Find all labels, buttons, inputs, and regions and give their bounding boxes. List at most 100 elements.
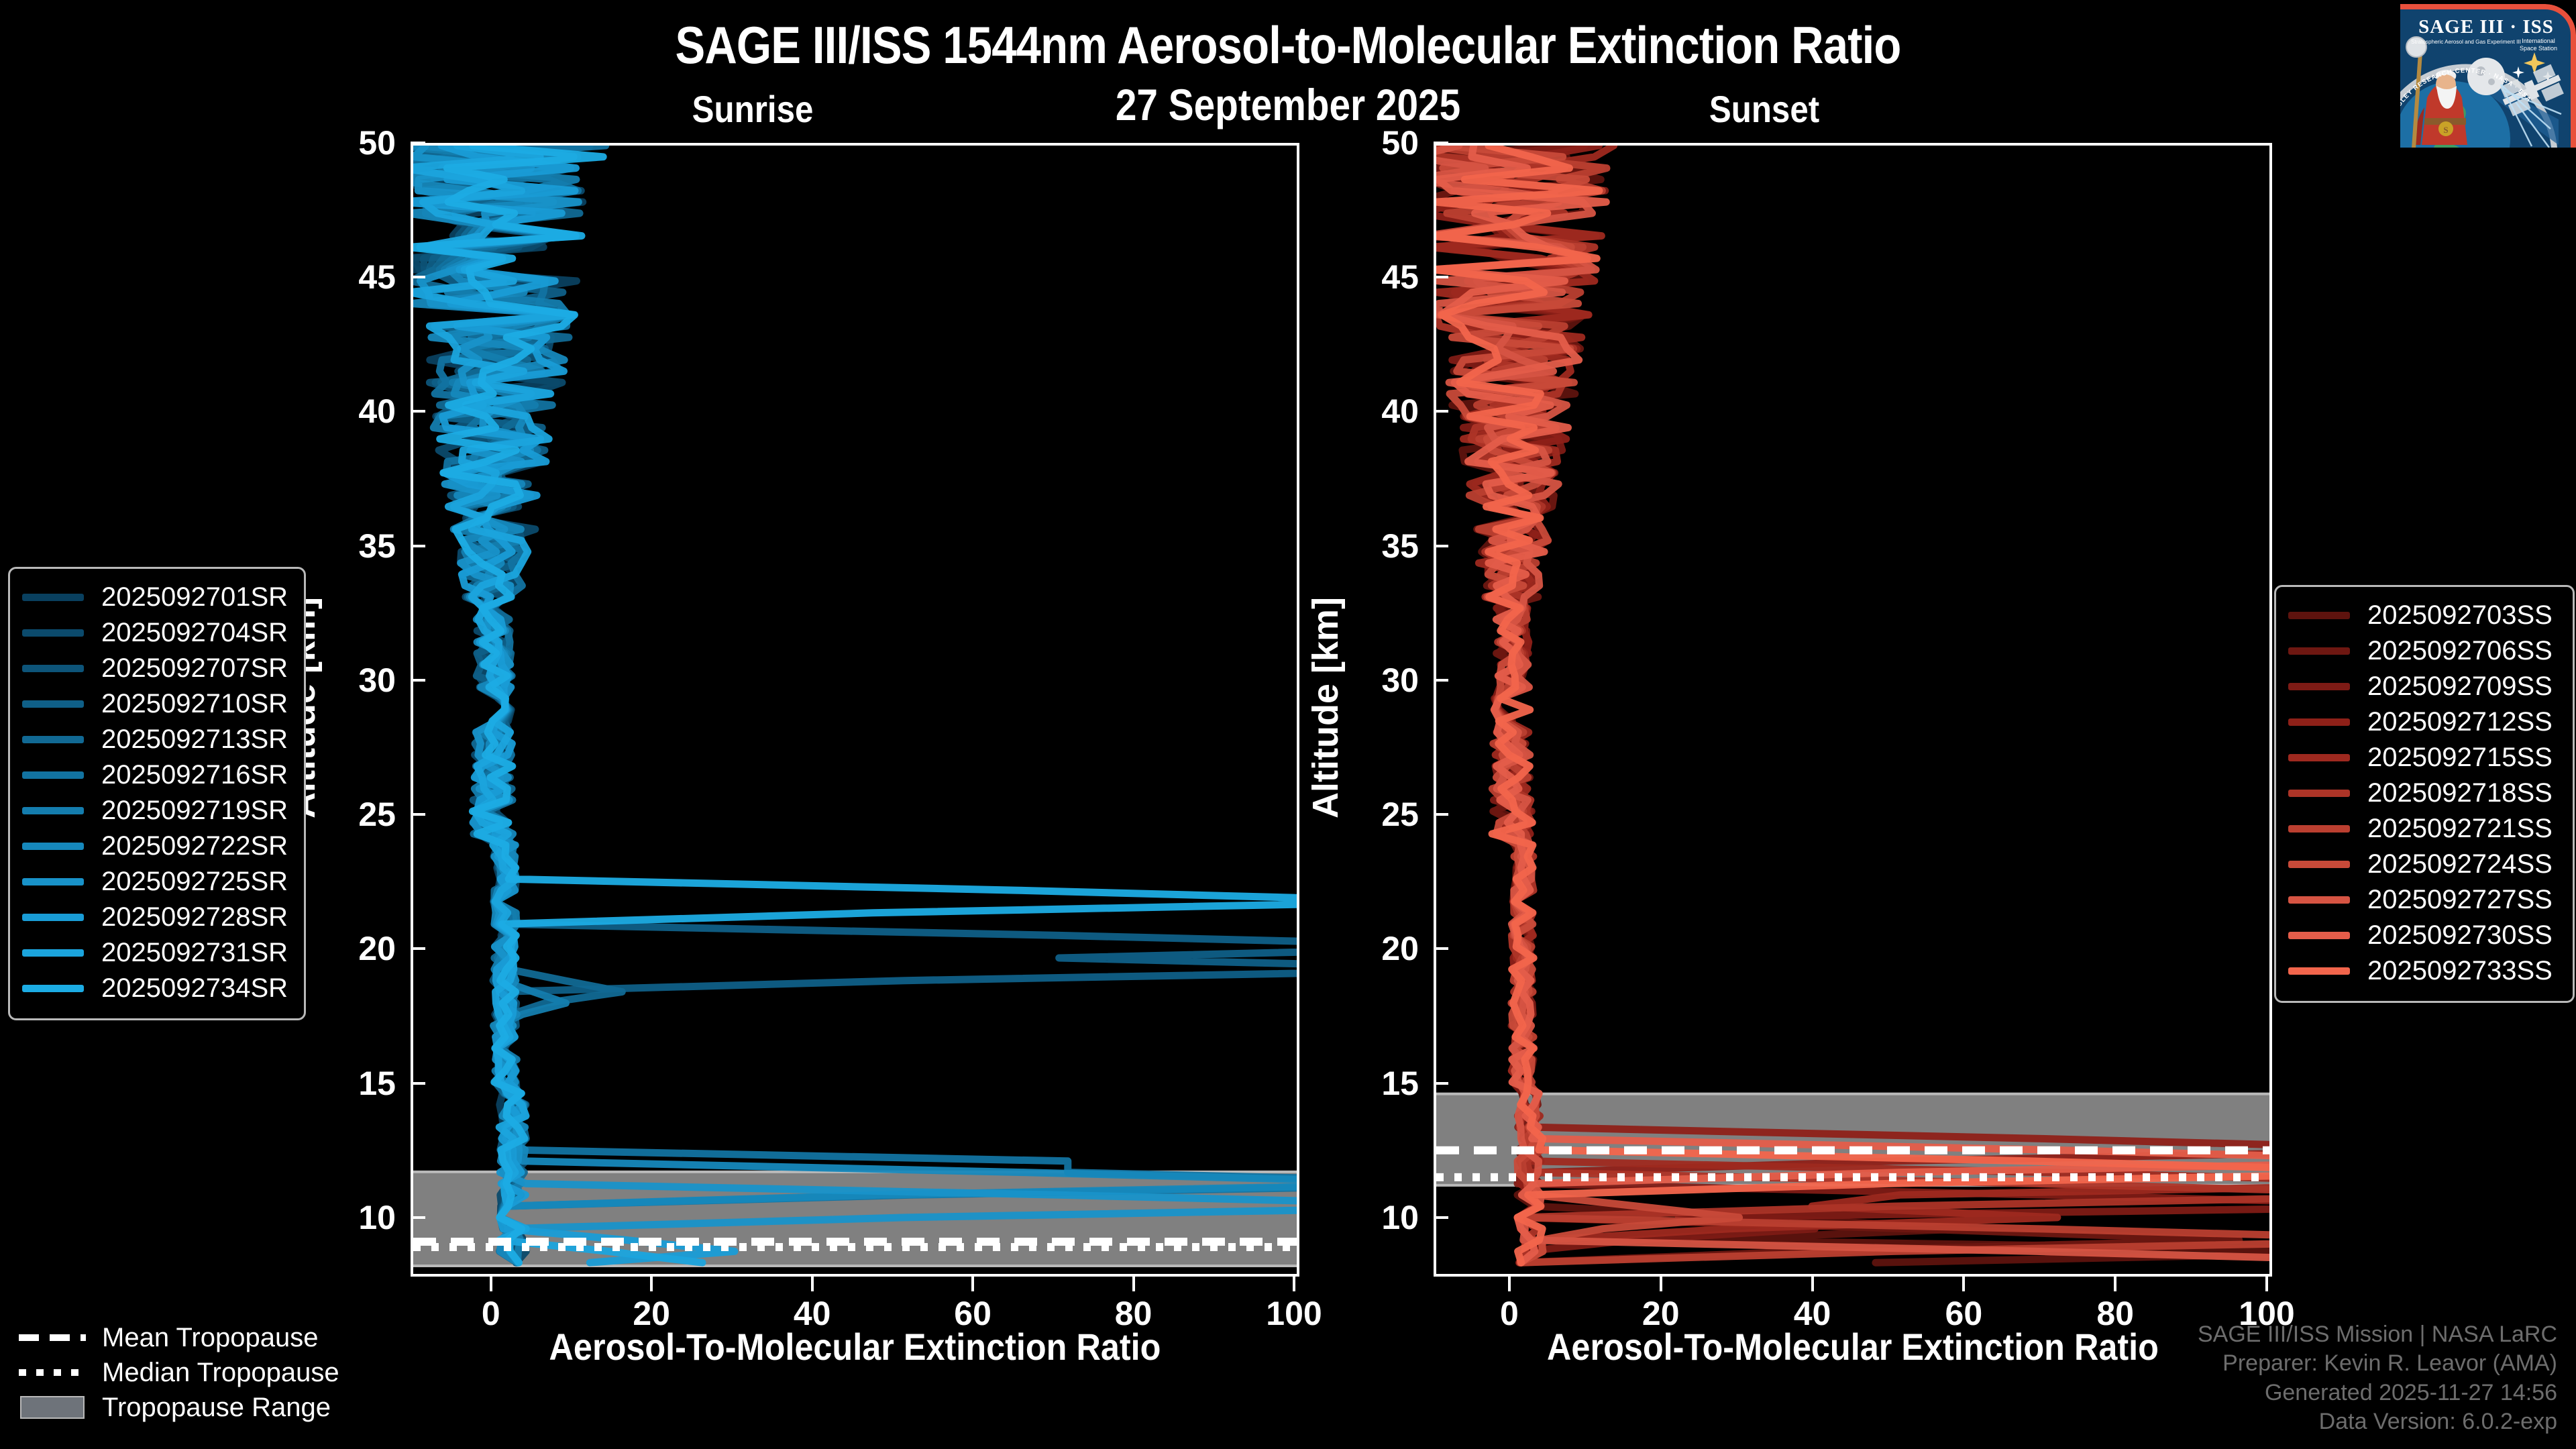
x-tick-label: 40 [793,1295,831,1332]
svg-text:S: S [2443,125,2448,135]
legend-item-sunset[interactable]: 2025092733SS [2288,953,2558,989]
legend-item-label: 2025092724SS [2367,849,2553,879]
legend-item-sunrise[interactable]: 2025092707SR [22,651,289,686]
y-tick-mark [1434,1081,1448,1085]
y-tick-label: 50 [358,124,396,162]
legend-item-label: 2025092721SS [2367,814,2553,843]
legend-item-sunset[interactable]: 2025092709SS [2288,669,2558,704]
legend-color-swatch [2288,647,2350,655]
legend-item-label: 2025092727SS [2367,885,2553,914]
sunset-y-ticks [1434,142,1454,1277]
legend-item-sunrise[interactable]: 2025092701SR [22,580,289,615]
legend-color-swatch [22,594,84,601]
legend-item-sunset[interactable]: 2025092718SS [2288,775,2558,811]
legend-color-swatch [22,843,84,850]
svg-text:International: International [2522,38,2555,44]
sunset-plot[interactable] [1434,143,2272,1277]
y-tick-label: 40 [358,392,396,431]
sunrise-plot-canvas [413,146,1297,1267]
legend-item-sunset[interactable]: 2025092721SS [2288,811,2558,847]
legend-color-swatch [2288,861,2350,868]
legend-item-sunrise[interactable]: 2025092710SR [22,686,289,722]
legend-item-sunrise[interactable]: 2025092725SR [22,864,289,900]
y-tick-mark [1434,276,1448,279]
sunrise-plot[interactable] [411,143,1299,1277]
tropopause-legend: Mean Tropopause Median Tropopause Tropopau… [19,1320,435,1425]
legend-item-label: 2025092704SR [101,618,288,647]
x-tick-label: 0 [481,1295,500,1332]
legend-item-label: 2025092701SR [101,582,288,612]
y-tick-mark [411,1081,425,1085]
y-tick-mark [411,1216,425,1219]
tropopause-legend-item: Tropopause Range [19,1390,435,1425]
legend-item-label: 2025092707SR [101,653,288,683]
x-tick-label: 0 [1500,1295,1519,1332]
x-tick-label: 20 [1642,1295,1680,1332]
legend-item-sunrise[interactable]: 2025092716SR [22,757,289,793]
legend-item-sunset[interactable]: 2025092727SS [2288,882,2558,918]
svg-text:Stratospheric Aerosol and Gas: Stratospheric Aerosol and Gas Experiment… [2411,39,2521,45]
x-tick-label: 40 [1793,1295,1831,1332]
legend-color-swatch [2288,790,2350,797]
legend-color-swatch [22,700,84,708]
legend-color-swatch [22,985,84,992]
legend-item-label: 2025092716SR [101,760,288,790]
sunrise-x-axis-label: Aerosol-To-Molecular Extinction Ratio [549,1326,1161,1368]
sunrise-y-axis: 10 15 20 25 30 35 40 45 50 [302,124,396,1277]
svg-text:SAGE III · ISS: SAGE III · ISS [2418,16,2554,38]
legend-item-sunset[interactable]: 2025092703SS [2288,598,2558,633]
legend-item-sunset[interactable]: 2025092730SS [2288,918,2558,953]
legend-item-sunrise[interactable]: 2025092734SR [22,971,289,1006]
legend-item-sunrise[interactable]: 2025092731SR [22,935,289,971]
svg-text:Space Station: Space Station [2520,45,2557,52]
legend-color-swatch [22,771,84,779]
legend-item-sunset[interactable]: 2025092706SS [2288,633,2558,669]
legend-item-label: 2025092719SR [101,796,288,825]
legend-item-label: 2025092715SS [2367,743,2553,772]
credit-data-version: Data Version: 6.0.2-exp [2318,1409,2557,1435]
sage-iii-iss-mission-patch-logo: S SAGE III · ISS Stratospheric Aerosol a… [2400,1,2576,148]
legend-item-label: 2025092733SS [2367,956,2553,985]
y-tick-mark [1434,678,1448,682]
legend-item-label: 2025092712SS [2367,707,2553,737]
legend-color-swatch [2288,896,2350,904]
x-tick-label: 60 [954,1295,991,1332]
y-tick-label: 30 [358,661,396,699]
legend-color-swatch [2288,967,2350,975]
legend-item-sunrise[interactable]: 2025092728SR [22,900,289,935]
x-tick-mark [971,1277,975,1291]
legend-item-label: 2025092706SS [2367,636,2553,665]
range-band-icon [19,1396,86,1419]
legend-item-sunrise[interactable]: 2025092722SR [22,828,289,864]
legend-color-swatch [2288,683,2350,690]
sunset-plot-canvas [1436,146,2269,1267]
legend-item-sunset[interactable]: 2025092715SS [2288,740,2558,775]
y-tick-label: 50 [1381,124,1419,162]
legend-item-label: 2025092709SS [2367,672,2553,701]
profile-line [413,146,1297,1267]
sunset-legend[interactable]: 2025092703SS 2025092706SS 2025092709SS 2025… [2274,585,2575,1003]
legend-item-sunrise[interactable]: 2025092719SR [22,793,289,828]
legend-item-sunset[interactable]: 2025092724SS [2288,847,2558,882]
sunrise-x-axis: 0 20 40 60 80 100 [411,1277,1322,1350]
sunrise-legend[interactable]: 2025092701SR 2025092704SR 2025092707SR 2025… [8,567,306,1020]
legend-item-sunrise[interactable]: 2025092713SR [22,722,289,757]
sunset-x-axis: 0 20 40 60 80 100 [1434,1277,2295,1350]
sunset-y-axis: 10 15 20 25 30 35 40 45 50 [1325,124,1419,1277]
legend-item-sunrise[interactable]: 2025092704SR [22,615,289,651]
y-tick-label: 40 [1381,392,1419,431]
y-tick-label: 45 [1381,258,1419,297]
legend-color-swatch [2288,932,2350,939]
y-tick-mark [1434,813,1448,816]
panel-title-sunrise: Sunrise [692,88,814,130]
credit-generated: Generated 2025-11-27 14:56 [2264,1379,2557,1405]
legend-item-label: 2025092725SR [101,867,288,896]
y-tick-mark [411,276,425,279]
legend-color-swatch [2288,612,2350,619]
legend-item-sunset[interactable]: 2025092712SS [2288,704,2558,740]
sunrise-y-ticks [411,142,431,1277]
tropopause-legend-item: Mean Tropopause [19,1320,435,1355]
legend-color-swatch [22,878,84,885]
credit-preparer: Preparer: Kevin R. Leavor (AMA) [2222,1350,2557,1377]
y-tick-label: 15 [358,1064,396,1102]
